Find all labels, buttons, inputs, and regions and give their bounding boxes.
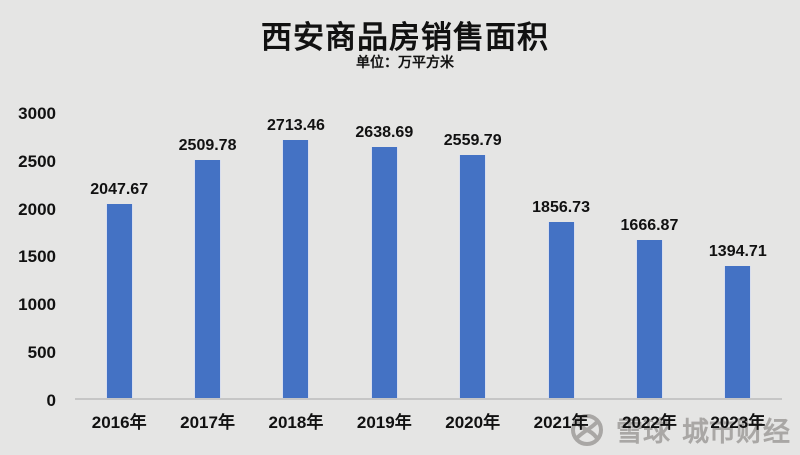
data-label-2022年: 1666.87 [620, 216, 679, 234]
data-label-2019年: 2638.69 [355, 124, 414, 142]
x-tick-2017年: 2017年 [180, 413, 235, 432]
bar-2019年 [370, 147, 398, 398]
watermark-channel: 城市财经 [682, 417, 790, 447]
y-tick-2500: 2500 [18, 151, 56, 171]
bar-group-2018年: 2713.46 [252, 115, 340, 398]
bar-2018年 [282, 140, 310, 398]
data-label-2021年: 1856.73 [532, 198, 590, 216]
y-tick-1000: 1000 [18, 295, 56, 315]
bar-group-2017年: 2509.78 [163, 115, 251, 398]
data-label-2017年: 2509.78 [178, 136, 237, 154]
y-tick-1500: 1500 [18, 247, 56, 267]
x-tick-2019年: 2019年 [356, 413, 412, 432]
plot-area: 2047.67 2509.78 2713.46 2638.69 2559.79 1856.… [75, 115, 782, 400]
data-label-2020年: 2559.79 [443, 131, 502, 149]
bar-2020年 [459, 154, 487, 398]
x-tick-2016年: 2016年 [91, 413, 147, 432]
bar-2023年 [724, 265, 752, 398]
bar-group-2016年: 2047.67 [75, 115, 163, 398]
data-label-2023年: 1394.71 [708, 242, 767, 260]
bar-group-2019年: 2638.69 [340, 115, 428, 398]
data-label-2018年: 2713.46 [267, 117, 325, 135]
chart-title: 西安商品房销售面积 [261, 20, 549, 55]
x-tick-2022年: 2022年 [622, 413, 677, 432]
xueqiu-logo-icon [571, 413, 603, 446]
bar-group-2023年: 1394.71 [694, 115, 782, 398]
y-tick-0: 0 [46, 390, 56, 410]
y-axis: 3000 2500 2000 1500 1000 500 0 [0, 104, 56, 411]
x-tick-2018年: 2018年 [268, 413, 324, 432]
x-tick-2020年: 2020年 [445, 413, 501, 432]
bar-group-2022年: 1666.87 [605, 115, 693, 398]
x-tick-2021年: 2021年 [533, 413, 589, 432]
x-tick-2023年: 2023年 [710, 413, 766, 432]
bar-group-2021年: 1856.73 [517, 115, 605, 398]
bar-group-2020年: 2559.79 [429, 115, 517, 398]
bar-2022年 [635, 239, 663, 398]
bar-2017年 [194, 159, 222, 398]
watermark: 雪球 城市财经 [570, 410, 790, 449]
y-tick-2000: 2000 [18, 199, 56, 219]
x-axis: 2016年 2017年 2018年 2019年 2020年 2021年 2022年 2023年 [75, 408, 782, 433]
chart-subtitle: 单位：万平方米 [356, 54, 454, 70]
data-label-2016年: 2047.67 [90, 180, 149, 198]
y-tick-3000: 3000 [18, 104, 56, 123]
y-tick-500: 500 [27, 343, 56, 363]
bar-2016年 [105, 203, 133, 398]
bar-2021年 [547, 221, 575, 398]
watermark-brand: 雪球 [616, 417, 670, 447]
